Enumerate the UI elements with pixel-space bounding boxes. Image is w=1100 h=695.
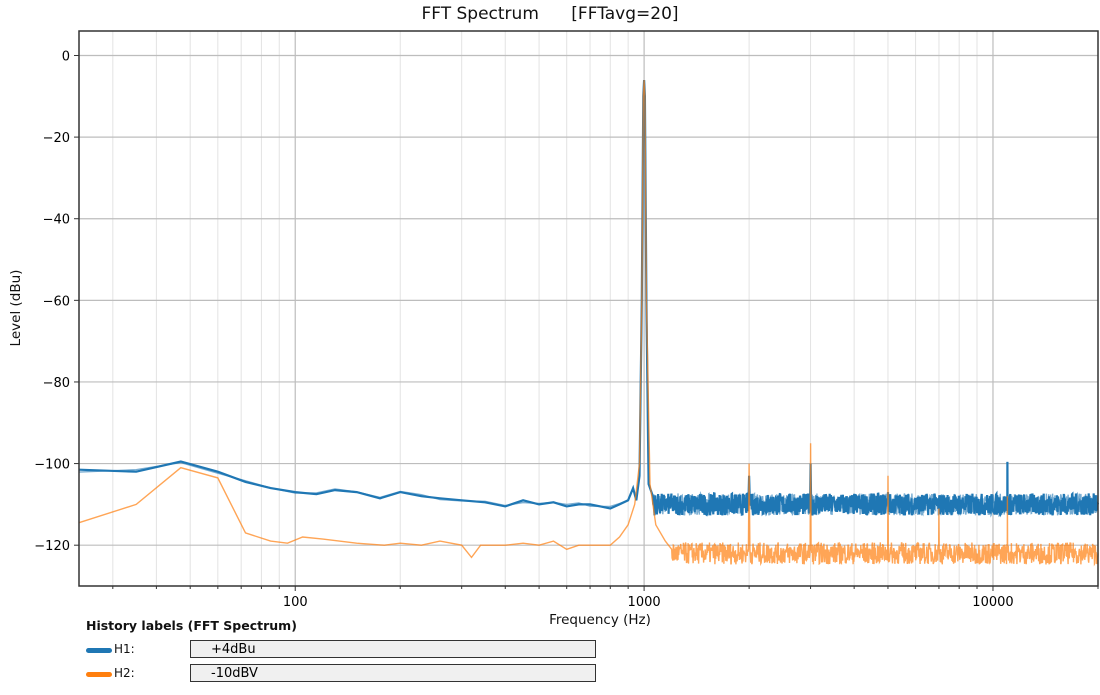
axis-ticks: 100 1000 10000 0 −20 −40 −60 −80 −100 −120	[34, 49, 1099, 610]
y-tick-label: −120	[34, 539, 70, 554]
h2-label-input[interactable]	[190, 664, 596, 682]
h1-color-swatch-icon	[86, 648, 112, 653]
y-tick-label: 0	[62, 49, 70, 64]
y-axis-label: Level (dBu)	[8, 269, 24, 347]
x-tick-label: 100	[283, 595, 308, 610]
y-tick-label: −60	[43, 294, 70, 309]
y-tick-label: −100	[34, 458, 70, 473]
series-h2	[78, 79, 1099, 567]
h1-name: H1:	[114, 642, 135, 656]
x-axis-label: Frequency (Hz)	[549, 612, 651, 628]
series-h1-alt	[78, 79, 1099, 518]
history-row-h2: H2:	[86, 662, 616, 684]
axes-frame	[78, 30, 1099, 587]
x-tick-label: 1000	[628, 595, 661, 610]
series-h1	[78, 79, 1100, 518]
history-row-h1: H1:	[86, 638, 616, 660]
x-tick-label: 10000	[972, 595, 1013, 610]
h2-name: H2:	[114, 666, 135, 680]
data-series	[78, 79, 1100, 567]
y-tick-label: −40	[43, 213, 70, 228]
h2-color-swatch-icon	[86, 672, 112, 677]
chart-title: FFT Spectrum [FFTavg=20]	[421, 4, 679, 24]
y-tick-label: −80	[43, 376, 70, 391]
h1-label-input[interactable]	[190, 640, 596, 658]
history-labels-panel: History labels (FFT Spectrum) H1: H2:	[86, 618, 616, 686]
history-labels-title: History labels (FFT Spectrum)	[86, 618, 297, 633]
y-tick-label: −20	[43, 131, 70, 146]
